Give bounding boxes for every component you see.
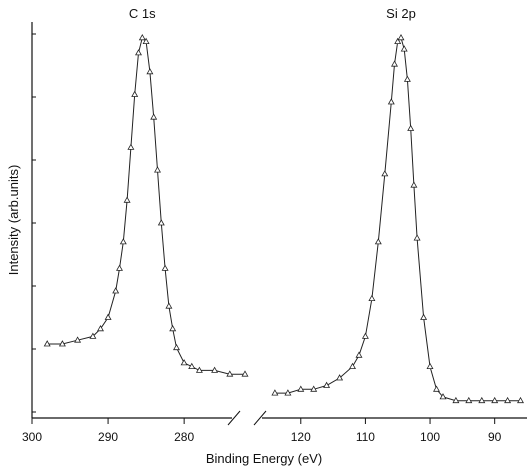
axis-break-mark-2 xyxy=(253,410,267,426)
data-point-left xyxy=(146,67,154,75)
data-point-left xyxy=(74,336,82,343)
x-tick-label: 120 xyxy=(291,430,311,444)
data-point-left xyxy=(165,302,173,309)
data-point-right xyxy=(374,238,382,245)
data-point-left xyxy=(226,370,234,377)
x-tick-label: 110 xyxy=(356,430,375,444)
x-tick-label: 90 xyxy=(488,430,502,444)
data-point-right xyxy=(394,37,402,44)
data-point-right xyxy=(465,396,473,404)
data-point-left xyxy=(112,287,120,294)
data-point-right xyxy=(504,396,512,404)
data-point-left xyxy=(119,238,127,245)
data-point-right xyxy=(323,381,331,388)
data-point-right xyxy=(491,396,499,404)
y-ticks xyxy=(32,33,36,413)
data-point-right xyxy=(433,385,440,392)
data-point-right xyxy=(284,389,292,396)
data-point-left xyxy=(169,324,177,332)
data-point-left xyxy=(104,313,112,320)
data-point-right xyxy=(400,45,408,52)
x-tick-label: 290 xyxy=(98,430,118,444)
data-point-left xyxy=(89,332,97,339)
data-point-right xyxy=(403,75,411,82)
x-tick-label: 100 xyxy=(420,430,440,444)
series-line-left xyxy=(47,36,245,375)
data-point-right xyxy=(452,396,460,404)
data-point-left xyxy=(150,113,158,120)
data-point-right xyxy=(387,98,395,105)
data-point-right xyxy=(310,385,318,392)
data-point-right xyxy=(349,362,356,369)
data-point-left xyxy=(116,264,123,271)
data-point-right xyxy=(336,374,344,381)
data-point-left xyxy=(97,324,104,332)
peak-label-si2p: Si 2p xyxy=(386,6,416,21)
series-line-right xyxy=(274,36,521,402)
data-point-left xyxy=(131,90,139,97)
data-point-left xyxy=(195,366,203,373)
data-point-right xyxy=(439,393,447,400)
data-point-left xyxy=(127,143,135,150)
data-point-right xyxy=(271,389,279,396)
data-point-left xyxy=(142,37,150,44)
peak-label-c1s: C 1s xyxy=(129,6,156,21)
data-point-left xyxy=(161,264,169,271)
data-point-right xyxy=(397,33,405,41)
data-point-left xyxy=(241,370,249,377)
data-point-left xyxy=(138,33,146,41)
data-point-left xyxy=(188,362,196,369)
x-tick-label: 280 xyxy=(174,430,194,444)
data-point-right xyxy=(420,313,428,320)
data-point-left xyxy=(173,343,180,351)
data-point-right xyxy=(478,396,486,404)
data-point-right xyxy=(381,170,389,177)
x-tick-label: 300 xyxy=(22,430,42,444)
data-point-right xyxy=(297,385,305,392)
data-point-right xyxy=(413,234,421,241)
axis-break-mark-1 xyxy=(227,410,241,426)
data-point-right xyxy=(407,124,415,131)
axes xyxy=(31,22,527,426)
data-point-left xyxy=(211,366,219,373)
y-axis-label: Intensity (arb.units) xyxy=(6,165,21,276)
data-point-left xyxy=(58,340,66,347)
data-point-left xyxy=(180,359,188,366)
data-point-left xyxy=(157,219,165,226)
x-ticks: 300 290 280 120 110 100 90 xyxy=(22,418,502,444)
data-point-left xyxy=(135,49,142,56)
data-point-right xyxy=(368,294,376,301)
data-point-right xyxy=(361,332,369,339)
x-axis-label: Binding Energy (eV) xyxy=(206,451,322,466)
data-point-right xyxy=(355,351,363,358)
data-point-right xyxy=(517,396,524,404)
series xyxy=(43,33,524,404)
data-point-left xyxy=(154,166,161,173)
data-point-right xyxy=(410,181,418,188)
data-point-left xyxy=(43,340,51,347)
data-point-left xyxy=(123,196,131,203)
data-point-right xyxy=(391,60,398,67)
data-point-right xyxy=(426,362,434,369)
